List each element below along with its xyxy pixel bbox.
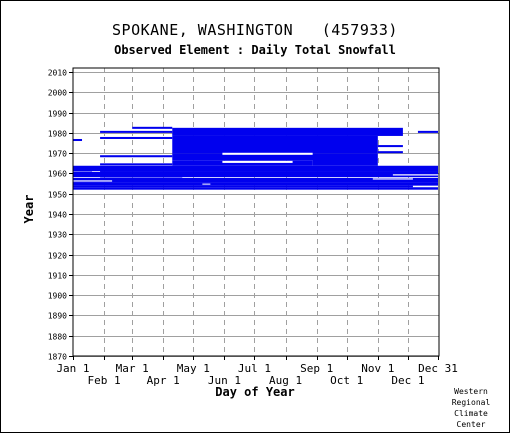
data-bar xyxy=(73,171,438,178)
data-bar xyxy=(132,126,173,129)
data-bar xyxy=(172,135,378,154)
credit-line: Western xyxy=(454,387,488,396)
y-tick-label: 1890 xyxy=(48,312,67,321)
y-tick-label: 1990 xyxy=(48,110,67,119)
y-tick-label: 1960 xyxy=(48,170,67,179)
y-tick-label: 2010 xyxy=(48,69,67,78)
data-bar xyxy=(377,145,403,148)
data-bar xyxy=(73,185,413,188)
data-bar xyxy=(73,165,438,172)
x-tick-label: Mar 1 xyxy=(116,362,149,375)
data-bar xyxy=(100,130,173,133)
data-bar xyxy=(73,182,438,186)
x-axis-label: Day of Year xyxy=(215,385,294,399)
data-bar xyxy=(377,151,403,154)
data-gap xyxy=(202,183,211,185)
y-tick-label: 1880 xyxy=(48,333,67,342)
x-tick-label: May 1 xyxy=(177,362,210,375)
data-bar xyxy=(172,153,378,161)
grid-lines xyxy=(73,68,439,357)
data-bar xyxy=(417,130,438,133)
data-bar xyxy=(100,136,173,139)
x-tick-label: Dec 31 xyxy=(418,362,458,375)
credit-line: Center xyxy=(456,420,486,429)
x-tick-label: Feb 1 xyxy=(88,374,121,387)
x-tick-label: Dec 1 xyxy=(391,374,424,387)
chart-title: SPOKANE, WASHINGTON (457933) xyxy=(112,21,398,39)
data-bar xyxy=(100,163,173,166)
chart-subtitle: Observed Element : Daily Total Snowfall xyxy=(114,43,396,57)
y-tick-label: 2000 xyxy=(48,89,67,98)
data-gap xyxy=(73,180,113,182)
y-axis-label: Year xyxy=(22,195,36,224)
x-tick-label: Jan 1 xyxy=(56,362,89,375)
y-tick-label: 1940 xyxy=(48,211,67,220)
credit-line: Regional xyxy=(451,398,491,407)
y-tick-label: 1950 xyxy=(48,191,67,200)
x-tick-label: Sep 1 xyxy=(300,362,333,375)
credit-line: Climate xyxy=(454,409,488,418)
data-gap xyxy=(222,152,313,155)
data-bar xyxy=(172,160,313,166)
data-gap xyxy=(392,174,438,176)
x-axis-ticks: Jan 1 Mar 1 May 1 Jul 1 Sep 1 Nov 1 Dec 31 Feb … xyxy=(56,356,458,387)
x-tick-label: Jun 1 xyxy=(208,374,241,387)
data-gap xyxy=(222,160,293,163)
y-axis-ticks: 1870 1880 1890 1900 1910 1920 1930 1940 1950 1960… xyxy=(48,69,73,362)
y-tick-label: 1930 xyxy=(48,231,67,240)
x-tick-label: Oct 1 xyxy=(330,374,363,387)
data-bar xyxy=(73,187,438,190)
x-tick-label: Apr 1 xyxy=(147,374,180,387)
y-tick-label: 1920 xyxy=(48,252,67,261)
plot-border xyxy=(72,67,440,357)
data-bar xyxy=(73,138,83,142)
data-bar xyxy=(73,177,438,183)
data-bar xyxy=(73,171,93,174)
data-bar xyxy=(100,155,173,158)
x-tick-label: Jul 1 xyxy=(238,362,271,375)
data-bar xyxy=(172,127,403,136)
data-bar xyxy=(312,159,378,166)
y-tick-label: 1980 xyxy=(48,130,67,139)
data-bars xyxy=(73,126,438,190)
x-tick-label: Nov 1 xyxy=(361,362,394,375)
credit-block: Western Regional Climate Center xyxy=(441,386,501,430)
y-tick-label: 1970 xyxy=(48,150,67,159)
y-tick-label: 1910 xyxy=(48,272,67,281)
data-bar xyxy=(100,171,438,173)
y-tick-label: 1870 xyxy=(48,353,67,362)
data-gap xyxy=(372,178,413,180)
data-bar xyxy=(100,175,183,178)
x-tick-label: Aug 1 xyxy=(269,374,302,387)
y-tick-label: 1900 xyxy=(48,292,67,301)
